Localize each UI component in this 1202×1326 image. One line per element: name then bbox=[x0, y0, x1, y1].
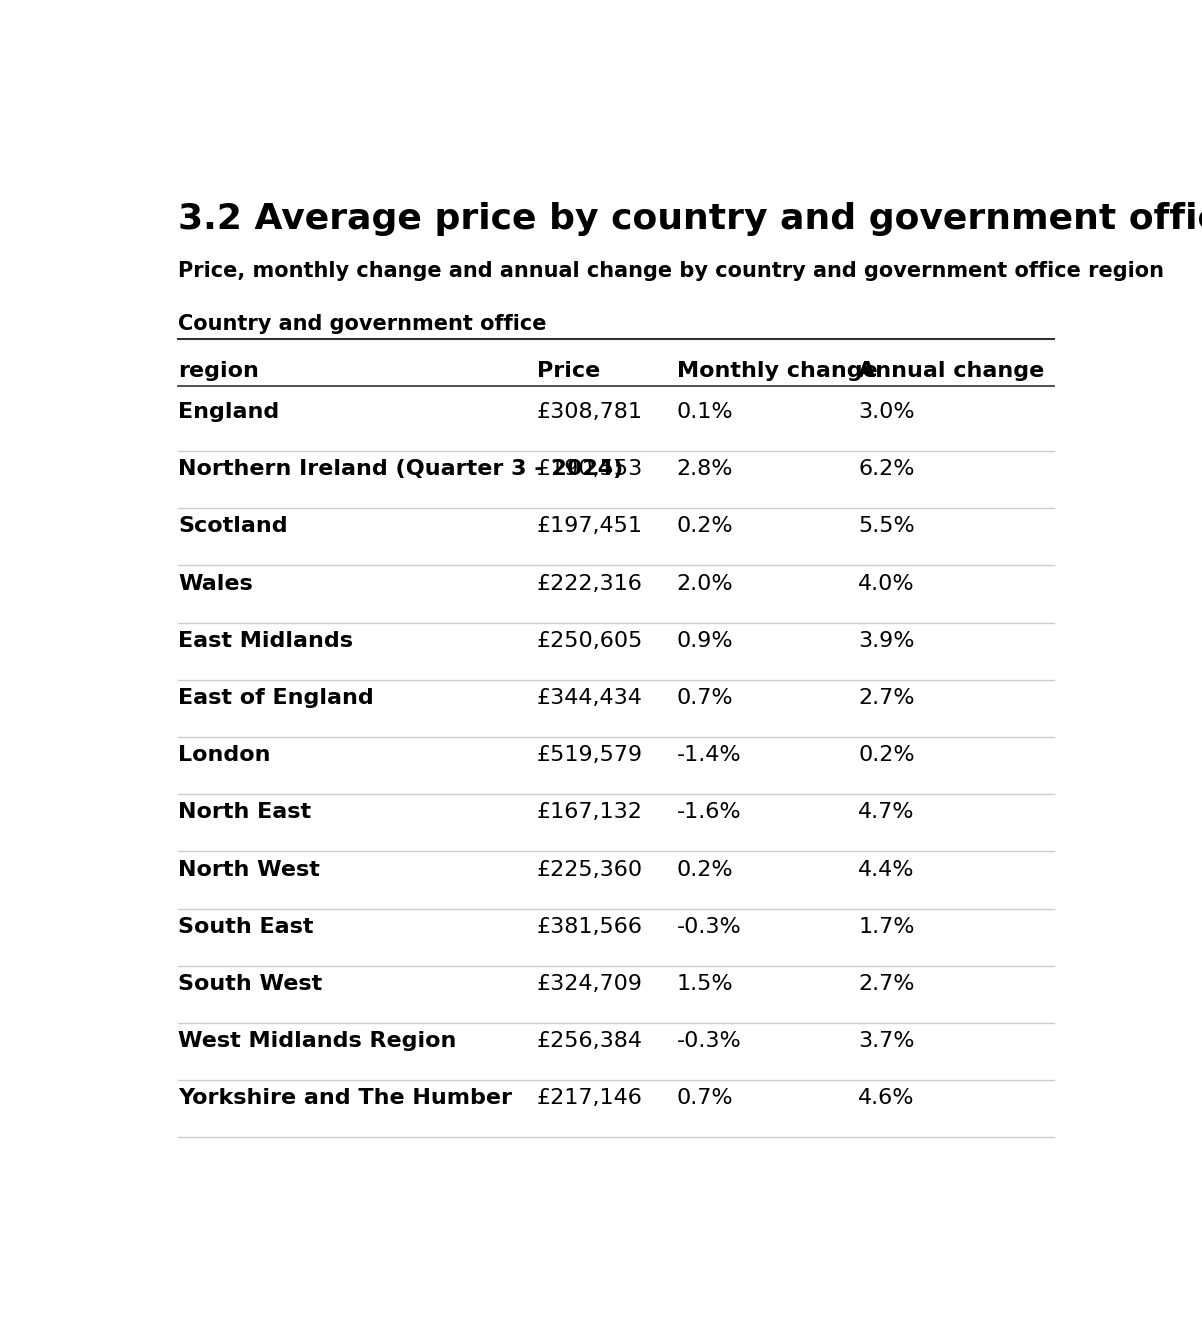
Text: 0.2%: 0.2% bbox=[858, 745, 915, 765]
Text: £217,146: £217,146 bbox=[537, 1089, 643, 1109]
Text: -1.6%: -1.6% bbox=[677, 802, 742, 822]
Text: 3.7%: 3.7% bbox=[858, 1032, 915, 1052]
Text: £308,781: £308,781 bbox=[537, 402, 643, 422]
Text: £190,553: £190,553 bbox=[537, 459, 643, 479]
Text: Northern Ireland (Quarter 3 - 2024): Northern Ireland (Quarter 3 - 2024) bbox=[178, 459, 624, 479]
Text: South West: South West bbox=[178, 973, 322, 994]
Text: North East: North East bbox=[178, 802, 311, 822]
Text: 4.6%: 4.6% bbox=[858, 1089, 915, 1109]
Text: 0.7%: 0.7% bbox=[677, 688, 733, 708]
Text: Price: Price bbox=[537, 361, 600, 382]
Text: Monthly change: Monthly change bbox=[677, 361, 877, 382]
Text: 0.2%: 0.2% bbox=[677, 859, 733, 879]
Text: -1.4%: -1.4% bbox=[677, 745, 742, 765]
Text: £222,316: £222,316 bbox=[537, 574, 643, 594]
Text: -0.3%: -0.3% bbox=[677, 1032, 742, 1052]
Text: London: London bbox=[178, 745, 270, 765]
Text: Country and government office: Country and government office bbox=[178, 314, 547, 334]
Text: 4.0%: 4.0% bbox=[858, 574, 915, 594]
Text: 2.0%: 2.0% bbox=[677, 574, 733, 594]
Text: Wales: Wales bbox=[178, 574, 252, 594]
Text: £381,566: £381,566 bbox=[537, 916, 643, 936]
Text: 2.7%: 2.7% bbox=[858, 688, 915, 708]
Text: £324,709: £324,709 bbox=[537, 973, 643, 994]
Text: region: region bbox=[178, 361, 260, 382]
Text: West Midlands Region: West Midlands Region bbox=[178, 1032, 457, 1052]
Text: £250,605: £250,605 bbox=[537, 631, 643, 651]
Text: 2.7%: 2.7% bbox=[858, 973, 915, 994]
Text: £519,579: £519,579 bbox=[537, 745, 643, 765]
Text: England: England bbox=[178, 402, 279, 422]
Text: Price, monthly change and annual change by country and government office region: Price, monthly change and annual change … bbox=[178, 261, 1165, 281]
Text: £197,451: £197,451 bbox=[537, 516, 643, 537]
Text: 4.4%: 4.4% bbox=[858, 859, 915, 879]
Text: 6.2%: 6.2% bbox=[858, 459, 915, 479]
Text: 3.2 Average price by country and government office region: 3.2 Average price by country and governm… bbox=[178, 202, 1202, 236]
Text: Yorkshire and The Humber: Yorkshire and The Humber bbox=[178, 1089, 512, 1109]
Text: £167,132: £167,132 bbox=[537, 802, 643, 822]
Text: East Midlands: East Midlands bbox=[178, 631, 353, 651]
Text: -0.3%: -0.3% bbox=[677, 916, 742, 936]
Text: 1.5%: 1.5% bbox=[677, 973, 733, 994]
Text: 4.7%: 4.7% bbox=[858, 802, 915, 822]
Text: 0.9%: 0.9% bbox=[677, 631, 733, 651]
Text: 0.2%: 0.2% bbox=[677, 516, 733, 537]
Text: 5.5%: 5.5% bbox=[858, 516, 915, 537]
Text: 0.1%: 0.1% bbox=[677, 402, 733, 422]
Text: East of England: East of England bbox=[178, 688, 374, 708]
Text: 1.7%: 1.7% bbox=[858, 916, 915, 936]
Text: 3.9%: 3.9% bbox=[858, 631, 915, 651]
Text: 2.8%: 2.8% bbox=[677, 459, 733, 479]
Text: Scotland: Scotland bbox=[178, 516, 287, 537]
Text: Annual change: Annual change bbox=[858, 361, 1045, 382]
Text: 3.0%: 3.0% bbox=[858, 402, 915, 422]
Text: £344,434: £344,434 bbox=[537, 688, 643, 708]
Text: £256,384: £256,384 bbox=[537, 1032, 643, 1052]
Text: South East: South East bbox=[178, 916, 314, 936]
Text: North West: North West bbox=[178, 859, 320, 879]
Text: 0.7%: 0.7% bbox=[677, 1089, 733, 1109]
Text: £225,360: £225,360 bbox=[537, 859, 643, 879]
